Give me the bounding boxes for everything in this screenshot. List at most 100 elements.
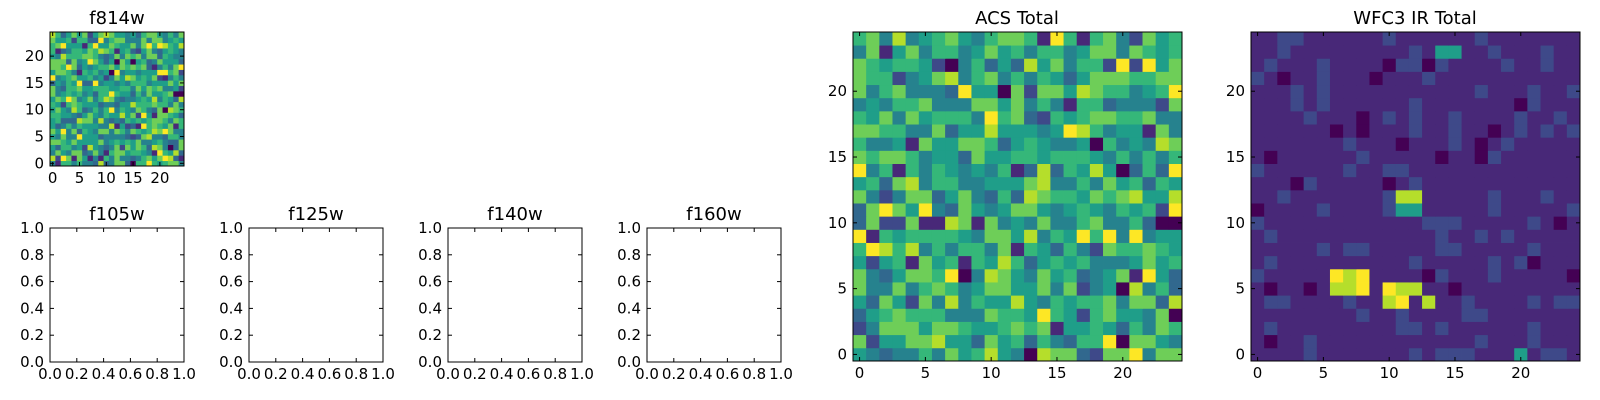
heatmap-cell: [1277, 189, 1291, 204]
heatmap-cell: [1343, 150, 1357, 164]
heatmap-cell: [1290, 58, 1305, 72]
heatmap-cell: [1435, 347, 1449, 362]
heatmap-cell: [1089, 347, 1104, 362]
heatmap-cell: [984, 229, 999, 243]
heatmap-cell: [853, 203, 867, 217]
heatmap-cell: [114, 69, 121, 76]
heatmap-cell: [1422, 110, 1436, 125]
heatmap-cell: [173, 101, 180, 108]
heatmap-cell: [1050, 308, 1064, 322]
heatmap-cell: [1103, 124, 1117, 138]
heatmap-cell: [1408, 45, 1423, 59]
heatmap-cell: [167, 128, 174, 135]
heatmap-cell: [1050, 150, 1064, 164]
heatmap-cell: [879, 84, 893, 99]
heatmap-cell: [1116, 71, 1130, 86]
heatmap-cell: [1395, 321, 1410, 336]
heatmap-cell: [1155, 321, 1170, 336]
heatmap-cell: [71, 128, 78, 135]
heatmap-cell: [1461, 216, 1476, 230]
heatmap-cell: [141, 58, 147, 65]
heatmap-cell: [1168, 45, 1183, 59]
y-tick-label: 0.4: [617, 299, 641, 317]
heatmap-cell: [1487, 97, 1502, 112]
heatmap-cell: [1527, 97, 1541, 112]
heatmap-cell: [1168, 321, 1183, 336]
heatmap-cell: [1168, 295, 1183, 309]
heatmap-cell: [1316, 124, 1331, 138]
heatmap-cell: [151, 53, 158, 60]
heatmap-cell: [918, 216, 933, 230]
heatmap-cell: [1037, 268, 1051, 283]
heatmap-cell: [971, 229, 985, 243]
heatmap-cell: [1369, 242, 1383, 257]
heatmap-cell: [1329, 216, 1344, 230]
heatmap-cell: [130, 117, 137, 124]
heatmap-cell: [1514, 71, 1528, 86]
heatmap-cell: [1155, 84, 1170, 99]
heatmap-cell: [125, 37, 131, 44]
heatmap-cell: [178, 101, 185, 108]
y-ticks: 0.00.20.40.60.81.0: [418, 219, 582, 371]
heatmap-cell: [1382, 97, 1397, 112]
heatmap-cell: [918, 268, 933, 283]
heatmap-cell: [1527, 58, 1541, 72]
heatmap-cell: [1329, 163, 1344, 178]
heatmap-cell: [1142, 32, 1157, 46]
heatmap-cell: [55, 139, 62, 145]
heatmap-cell: [1264, 229, 1278, 243]
heatmap-cell: [892, 347, 907, 362]
heatmap-cell: [1566, 203, 1581, 217]
heatmap-cell: [119, 149, 126, 156]
heatmap-cell: [1514, 150, 1528, 164]
heatmap-cell: [1448, 255, 1462, 270]
heatmap-cell: [125, 107, 131, 113]
heatmap-cell: [82, 149, 88, 156]
heatmap-cell: [866, 45, 880, 59]
heatmap-cell: [103, 96, 110, 103]
heatmap-cells: [50, 32, 185, 167]
heatmap-cell: [135, 96, 142, 103]
heatmap-cell: [892, 203, 907, 217]
heatmap-cell: [905, 176, 920, 191]
heatmap-cell: [55, 112, 62, 119]
heatmap-cell: [1316, 255, 1331, 270]
heatmap-cell: [997, 216, 1012, 230]
heatmap-cell: [879, 110, 893, 125]
y-tick-label: 1.0: [418, 219, 442, 237]
heatmap-cell: [82, 32, 88, 38]
heatmap-cell: [1063, 216, 1078, 230]
heatmap-cell: [92, 69, 99, 76]
heatmap-cell: [1408, 71, 1423, 86]
heatmap-cell: [984, 242, 999, 257]
heatmap-cell: [76, 133, 83, 140]
heatmap-cell: [1540, 32, 1555, 46]
heatmap-cell: [167, 149, 174, 156]
heatmap-cell: [1487, 255, 1502, 270]
heatmap-cell: [1142, 110, 1157, 125]
heatmap-cell: [1251, 32, 1265, 46]
heatmap-cell: [173, 90, 180, 97]
heatmap-cell: [1527, 242, 1541, 257]
heatmap-cell: [1089, 295, 1104, 309]
heatmap-cell: [1343, 347, 1357, 362]
heatmap-cell: [1343, 308, 1357, 322]
heatmap-cell: [1129, 282, 1143, 296]
heatmap-cell: [1474, 321, 1489, 336]
heatmap-cell: [1024, 282, 1038, 296]
heatmap-cell: [879, 242, 893, 257]
heatmap-cell: [1303, 203, 1318, 217]
heatmap-cell: [1168, 163, 1183, 178]
x-ticks: 0 5 10 15 20: [1253, 32, 1530, 382]
heatmap-cell: [1155, 137, 1170, 151]
heatmap-cell: [87, 53, 94, 60]
heatmap-cell: [1037, 216, 1051, 230]
heatmap-cells: [1251, 32, 1581, 362]
heatmap-cell: [173, 123, 180, 129]
heatmap-cell: [1155, 295, 1170, 309]
heatmap-cell: [997, 97, 1012, 112]
heatmap-cell: [103, 155, 110, 162]
heatmap-cell: [1422, 58, 1436, 72]
heatmap-cell: [162, 74, 169, 81]
heatmap-cell: [958, 229, 972, 243]
